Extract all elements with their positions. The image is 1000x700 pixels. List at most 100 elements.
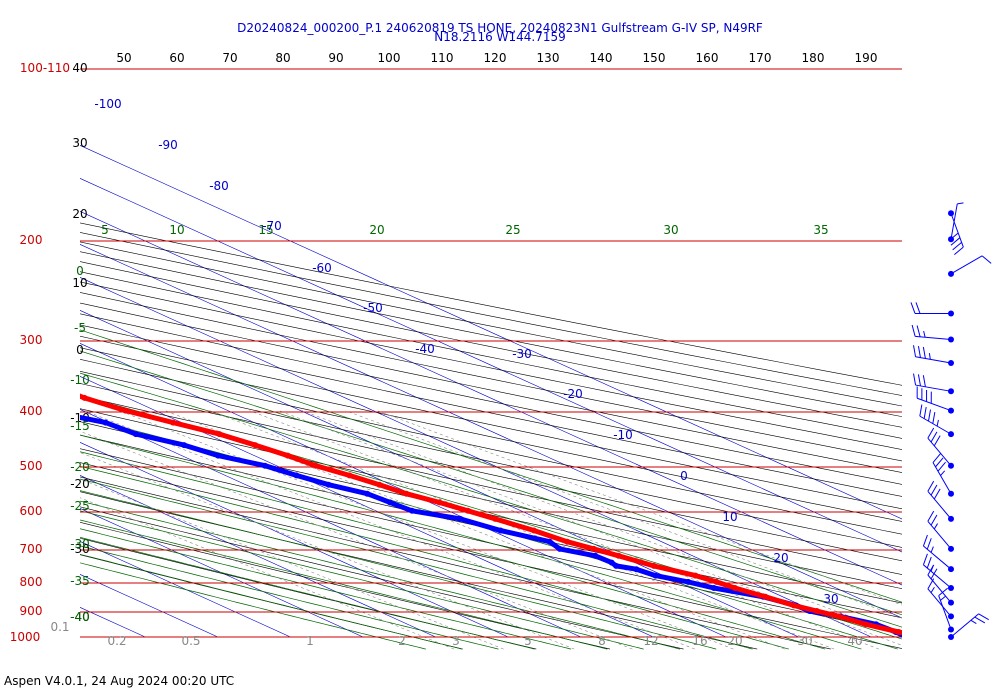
wind-barb <box>927 427 954 469</box>
theta-e-tick-label: 5 <box>101 223 109 237</box>
dry-adiabat-line <box>80 281 902 450</box>
dry-adiabat-line <box>80 232 902 396</box>
isotherm-line <box>80 178 902 553</box>
dewpoint-point <box>633 566 640 573</box>
theta-left-tick-label: -30 <box>70 542 90 556</box>
mixing-ratio-line <box>80 478 504 650</box>
theta-top-tick-label: 150 <box>643 51 666 65</box>
theta-left-tick-label: 30 <box>72 136 87 150</box>
temperature-point <box>918 634 924 640</box>
moist-adiabat-line <box>80 451 826 650</box>
mixing-ratio-line <box>301 410 902 637</box>
wind-barb-staff <box>950 613 979 638</box>
wind-barb-flag <box>917 346 921 358</box>
dry-adiabat-line <box>80 358 902 535</box>
wind-barb-flag <box>954 246 964 255</box>
wind-barb-staff <box>923 545 952 570</box>
wind-barb-flag <box>913 345 917 357</box>
theta-top-tick-label: 190 <box>855 51 878 65</box>
wind-barb-flag <box>917 374 921 387</box>
isotherm-line <box>80 145 902 520</box>
theta-e-tick-label: 35 <box>813 223 828 237</box>
moist-adiabat-line <box>80 329 902 603</box>
isotherm-label: -30 <box>512 347 532 361</box>
isotherm-line <box>80 475 436 638</box>
wind-barb <box>948 613 989 640</box>
isotherm-label: -40 <box>415 342 435 356</box>
wind-barb-flag <box>910 302 916 314</box>
wind-barb-half-flag <box>940 470 946 476</box>
isotherm-label: -10 <box>613 428 633 442</box>
pressure-label: 600 <box>20 504 43 518</box>
dewpoint-point <box>613 562 620 569</box>
isotherm-label: -20 <box>563 387 583 401</box>
wind-barb <box>948 255 992 277</box>
theta-e-tick-label: 10 <box>169 223 184 237</box>
isotherm-line <box>80 541 291 638</box>
dry-adiabat-line <box>80 302 902 473</box>
dewpoint-point <box>293 472 300 479</box>
isotherm-label: -50 <box>363 301 383 315</box>
wind-barb <box>916 386 954 414</box>
isotherm-label: 10 <box>722 510 737 524</box>
pressure-label: 300 <box>20 333 43 347</box>
wind-barb-flag <box>926 538 932 550</box>
wind-barb-flag <box>932 453 941 463</box>
temperature-point <box>530 527 537 534</box>
dewpoint-point <box>43 408 49 414</box>
dry-adiabat-line <box>80 395 902 575</box>
wind-barb <box>932 453 954 497</box>
temperature-point <box>762 593 769 600</box>
isotherm-line <box>80 343 727 638</box>
dry-adiabat-line <box>80 222 902 386</box>
wind-barb-staff <box>927 520 952 550</box>
dewpoint-point <box>652 572 659 579</box>
dry-adiabat-line <box>80 491 758 650</box>
temperature-point <box>790 602 797 609</box>
wind-barb-flag <box>938 587 948 597</box>
isotherm-label: -90 <box>158 138 178 152</box>
mixing-ratio-label: 16 <box>692 634 707 648</box>
wind-barb-staff <box>915 335 952 340</box>
temperature-point <box>492 515 499 522</box>
dewpoint-point <box>608 559 615 566</box>
theta-top-tick-label: 130 <box>537 51 560 65</box>
dry-adiabat-line <box>80 506 684 650</box>
wind-barb-staff <box>923 564 952 589</box>
temperature-point <box>813 608 820 614</box>
dewpoint-point <box>364 490 371 497</box>
dry-adiabat-line <box>80 537 537 650</box>
wind-barb <box>913 373 954 395</box>
wind-barb-flag <box>911 324 916 337</box>
temperature-point <box>650 562 657 569</box>
theta-top-tick-label: 120 <box>484 51 507 65</box>
temperature-point <box>252 442 259 449</box>
mixing-ratio-label: 20 <box>727 634 742 648</box>
temperature-line <box>80 393 902 636</box>
wind-barb <box>910 302 954 317</box>
wind-barb-flag <box>927 564 935 576</box>
theta-e-left-tick-label: -15 <box>70 419 90 433</box>
theta-top-tick-label: 180 <box>802 51 825 65</box>
dry-adiabat-line <box>80 408 902 589</box>
theta-top-tick-label: 90 <box>328 51 343 65</box>
wind-barb-flag <box>930 484 938 496</box>
theta-top-tick-label: 60 <box>169 51 184 65</box>
dry-adiabat-line <box>80 476 831 650</box>
wind-barb <box>938 587 954 633</box>
wind-barb-flag <box>927 409 932 422</box>
wind-barb-staff <box>927 574 952 603</box>
dry-adiabat-line <box>80 241 902 407</box>
theta-e-left-tick-label: 0 <box>76 264 84 278</box>
wind-barb-staff <box>919 415 952 435</box>
dry-adiabat-line <box>80 421 902 604</box>
wind-barb-staff <box>938 595 952 630</box>
pressure-label: 400 <box>20 404 43 418</box>
mixing-ratio-label: 30 <box>797 634 812 648</box>
temperature-point <box>564 538 571 545</box>
moist-adiabat-line <box>80 562 426 650</box>
wind-barb-half-flag <box>936 419 939 427</box>
pressure-label: 1000 <box>10 630 41 644</box>
wind-barb-flag <box>913 373 917 386</box>
